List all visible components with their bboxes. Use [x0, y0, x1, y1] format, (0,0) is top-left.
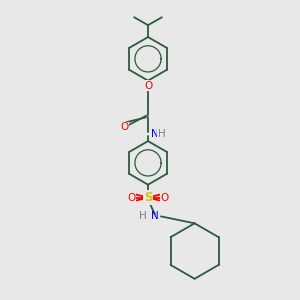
Text: O: O	[161, 193, 169, 202]
Text: N: N	[151, 212, 159, 221]
Text: N: N	[151, 129, 159, 139]
Text: S: S	[144, 191, 152, 204]
Text: H: H	[158, 129, 166, 139]
Text: O: O	[144, 81, 152, 91]
Text: H: H	[139, 212, 147, 221]
Text: O: O	[120, 122, 128, 132]
Text: O: O	[127, 193, 135, 202]
